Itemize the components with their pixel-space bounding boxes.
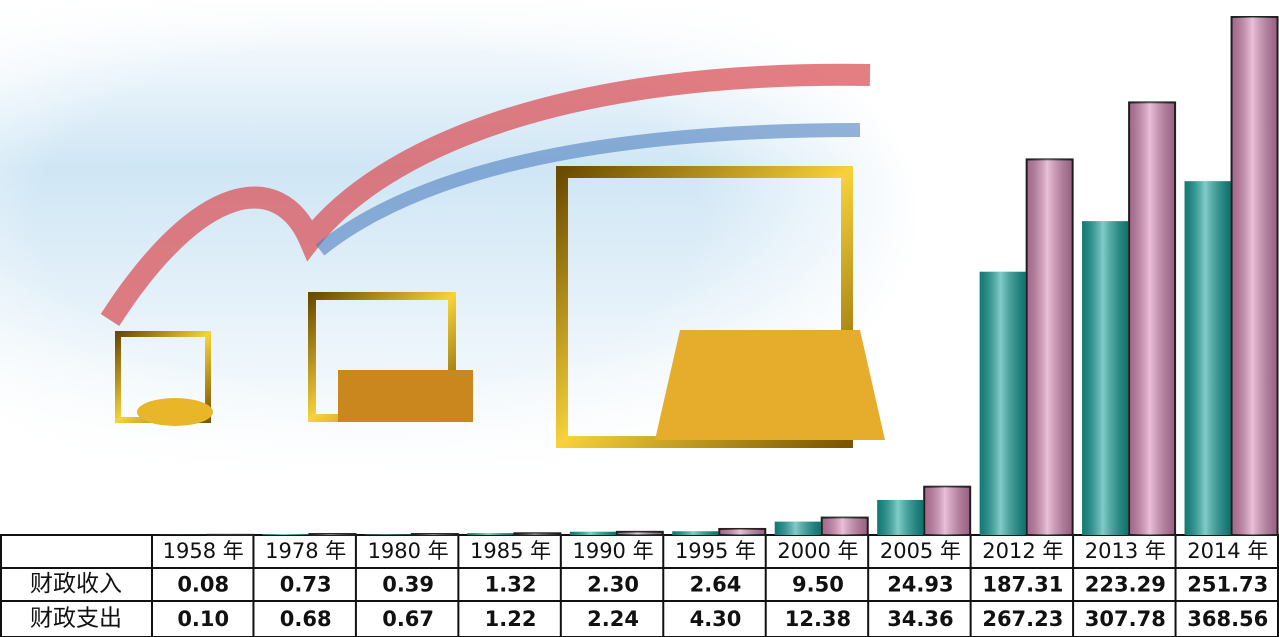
bar xyxy=(718,527,767,537)
cell-value: 0.10 xyxy=(177,607,229,631)
column-header: 1995 年 xyxy=(675,539,756,563)
cell-value: 0.68 xyxy=(280,607,332,631)
cell-value: 307.78 xyxy=(1085,607,1166,631)
cell-value: 4.30 xyxy=(690,607,742,631)
background-illustration xyxy=(0,0,920,480)
bar xyxy=(820,516,869,536)
cell-value: 0.67 xyxy=(382,607,434,631)
bar xyxy=(1184,181,1231,535)
cell-value: 0.39 xyxy=(382,573,434,597)
bar xyxy=(1082,221,1129,536)
bar xyxy=(1128,101,1177,536)
column-header: 2014 年 xyxy=(1187,539,1268,563)
cell-value: 24.93 xyxy=(887,573,953,597)
bar xyxy=(262,533,309,535)
cell-value: 2.64 xyxy=(690,573,742,597)
bar xyxy=(923,485,972,536)
cell-value: 0.73 xyxy=(280,573,332,597)
column-header: 1990 年 xyxy=(572,539,653,563)
column-header: 1985 年 xyxy=(470,539,551,563)
bar xyxy=(513,532,562,537)
bar xyxy=(364,534,411,535)
column-header: 2005 年 xyxy=(880,539,961,563)
bar xyxy=(672,531,719,535)
cell-value: 2.24 xyxy=(587,607,639,631)
cell-value: 9.50 xyxy=(792,573,844,597)
bar xyxy=(979,271,1026,535)
bar xyxy=(615,530,664,536)
cell-value: 34.36 xyxy=(887,607,953,631)
bar xyxy=(774,521,821,535)
row-header: 财政支出 xyxy=(30,605,122,630)
cell-value: 251.73 xyxy=(1187,573,1268,597)
cell-value: 223.29 xyxy=(1085,573,1166,597)
cell-value: 2.30 xyxy=(587,573,639,597)
column-header: 2013 年 xyxy=(1085,539,1166,563)
column-header: 2012 年 xyxy=(982,539,1063,563)
bar xyxy=(1025,158,1074,537)
cell-value: 187.31 xyxy=(982,573,1063,597)
bar xyxy=(877,499,924,535)
column-header: 1978 年 xyxy=(265,539,346,563)
table-background xyxy=(0,535,1279,637)
column-header: 1958 年 xyxy=(163,539,244,563)
bar xyxy=(467,533,514,535)
cell-value: 0.08 xyxy=(177,573,229,597)
bar xyxy=(569,531,616,535)
cell-value: 1.32 xyxy=(485,573,537,597)
data-table: 1958 年 0.08 0.10 1978 年 0.73 0.68 1980 年 0.39 0.… xyxy=(0,534,1279,637)
cell-value: 1.22 xyxy=(485,607,537,631)
row-header: 财政收入 xyxy=(30,571,122,596)
bar xyxy=(308,533,357,536)
column-header: 2000 年 xyxy=(777,539,858,563)
bar xyxy=(1230,16,1279,536)
column-header: 1980 年 xyxy=(368,539,449,563)
cell-value: 368.56 xyxy=(1187,607,1268,631)
bar xyxy=(410,533,459,537)
cell-value: 12.38 xyxy=(785,607,851,631)
cell-value: 267.23 xyxy=(982,607,1063,631)
